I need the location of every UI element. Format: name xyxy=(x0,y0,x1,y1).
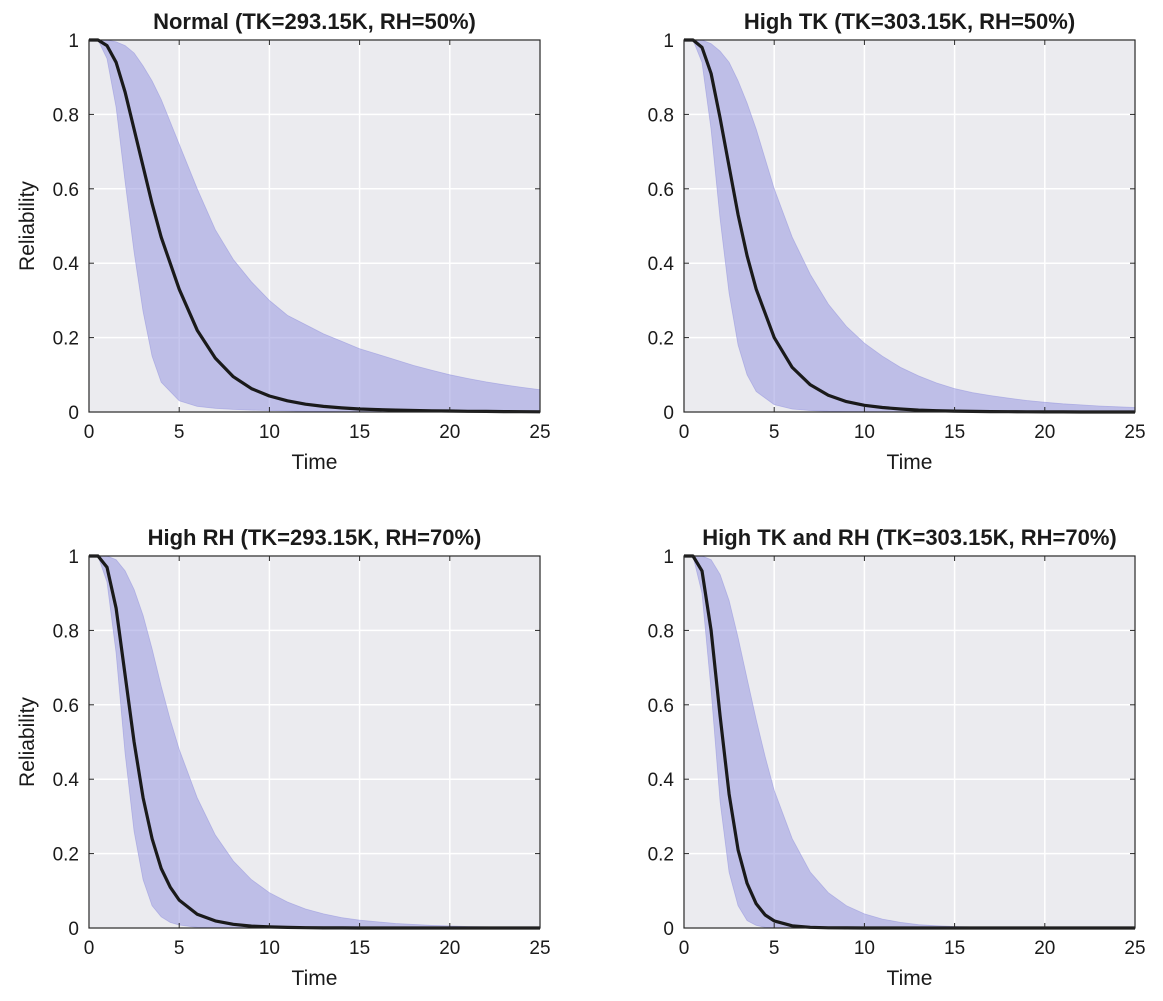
y-tick-label: 1 xyxy=(68,547,79,568)
axes-box xyxy=(88,555,541,929)
y-tick-label: 0.2 xyxy=(53,845,79,866)
y-tick-label: 0 xyxy=(663,919,674,940)
confidence-band xyxy=(684,555,1135,929)
x-tick-label: 0 xyxy=(84,422,95,443)
x-tick-label: 15 xyxy=(349,422,370,443)
y-tick-label: 0 xyxy=(663,403,674,424)
y-tick-label: 0.6 xyxy=(648,180,674,201)
x-tick-label: 5 xyxy=(174,422,185,443)
chart-panel-3: 0 5 10 15 20 25 0 0.2 0.4 0.6 0.8 1 High RH (TK=293.… xyxy=(16,525,551,990)
chart-title: Normal (TK=293.15K, RH=50%) xyxy=(153,9,476,34)
chart-panel-1: 0 5 10 15 20 25 0 0.2 0.4 0.6 0.8 1 Normal (TK=293.1… xyxy=(16,9,551,474)
y-tick-label: 0 xyxy=(68,919,79,940)
x-tick-label: 10 xyxy=(259,422,280,443)
chart-title: High TK (TK=303.15K, RH=50%) xyxy=(744,9,1075,34)
y-tick-label: 0.8 xyxy=(53,621,79,642)
y-tick-label: 0.4 xyxy=(648,254,675,275)
y-tick-label: 1 xyxy=(663,31,674,52)
x-tick-label: 0 xyxy=(84,938,95,959)
x-tick-label: 15 xyxy=(349,938,370,959)
y-tick-label: 0.6 xyxy=(53,180,79,201)
y-axis-label: Reliability xyxy=(16,181,39,271)
y-tick-label: 0 xyxy=(68,403,79,424)
chart-title: High RH (TK=293.15K, RH=70%) xyxy=(148,525,482,550)
y-tick-label: 0.2 xyxy=(53,329,79,350)
y-tick-label: 0.6 xyxy=(53,696,79,717)
x-tick-label: 10 xyxy=(259,938,280,959)
y-tick-label: 0.4 xyxy=(53,770,80,791)
x-tick-label: 25 xyxy=(529,422,550,443)
y-tick-label: 0.8 xyxy=(53,105,79,126)
axes-box xyxy=(683,39,1136,413)
x-tick-label: 0 xyxy=(679,422,690,443)
x-axis-label: Time xyxy=(887,967,933,990)
chart-title: High TK and RH (TK=303.15K, RH=70%) xyxy=(702,525,1116,550)
y-tick-label: 1 xyxy=(68,31,79,52)
mean-reliability-line xyxy=(89,38,541,414)
x-tick-label: 5 xyxy=(769,938,780,959)
x-tick-label: 20 xyxy=(439,422,460,443)
x-tick-label: 20 xyxy=(1034,938,1055,959)
x-tick-label: 5 xyxy=(769,422,780,443)
x-tick-label: 25 xyxy=(1124,422,1145,443)
y-axis-label: Reliability xyxy=(16,697,39,787)
y-tick-label: 0.8 xyxy=(648,105,674,126)
x-tick-label: 15 xyxy=(944,422,965,443)
x-tick-label: 25 xyxy=(529,938,550,959)
y-tick-label: 1 xyxy=(663,547,674,568)
x-tick-label: 10 xyxy=(854,422,875,443)
x-tick-label: 20 xyxy=(1034,422,1055,443)
y-tick-label: 0.2 xyxy=(648,845,674,866)
chart-panel-4: 0 5 10 15 20 25 0 0.2 0.4 0.6 0.8 1 High TK and RH (… xyxy=(648,525,1146,990)
axes-box xyxy=(683,555,1136,929)
y-tick-label: 0.4 xyxy=(53,254,80,275)
x-axis-label: Time xyxy=(292,451,338,474)
axes-box xyxy=(88,39,541,413)
x-tick-label: 0 xyxy=(679,938,690,959)
x-tick-label: 25 xyxy=(1124,938,1145,959)
x-tick-label: 10 xyxy=(854,938,875,959)
y-tick-label: 0.8 xyxy=(648,621,674,642)
y-tick-label: 0.6 xyxy=(648,696,674,717)
x-tick-label: 20 xyxy=(439,938,460,959)
x-tick-label: 5 xyxy=(174,938,185,959)
y-tick-label: 0.4 xyxy=(648,770,675,791)
x-axis-label: Time xyxy=(292,967,338,990)
x-tick-label: 15 xyxy=(944,938,965,959)
chart-panel-2: 0 5 10 15 20 25 0 0.2 0.4 0.6 0.8 1 High TK (TK=303.… xyxy=(648,9,1146,474)
x-axis-label: Time xyxy=(887,451,933,474)
y-tick-label: 0.2 xyxy=(648,329,674,350)
